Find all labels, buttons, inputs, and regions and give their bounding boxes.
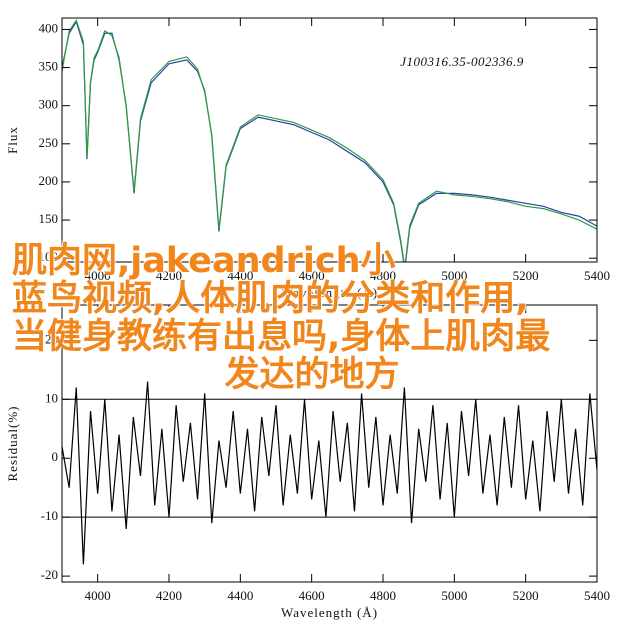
y-tick-label: 350 — [39, 59, 59, 74]
annotation: J100316.35-002336.9 — [400, 54, 524, 69]
x-tick-label: 5400 — [584, 268, 610, 283]
x-tick-label: 4800 — [370, 268, 396, 283]
caption-line: 肌肉网,jakeandrich小 — [12, 241, 396, 281]
y-tick-label: 10 — [45, 390, 58, 405]
x-tick-label: 4000 — [85, 268, 111, 283]
y-tick-label: 250 — [39, 135, 59, 150]
x-tick-label: 5000 — [441, 268, 467, 283]
x-tick-label: 4800 — [370, 588, 396, 603]
spectrum-line — [62, 18, 597, 262]
y-tick-label: 20 — [45, 331, 58, 346]
x-tick-label: 4200 — [156, 588, 182, 603]
spectrum-line — [62, 20, 597, 262]
y-axis-label: Flux — [5, 126, 20, 154]
y-tick-label: 400 — [39, 20, 59, 35]
y-tick-label: 150 — [39, 211, 59, 226]
x-tick-label: 4600 — [299, 268, 325, 283]
x-tick-label: 5000 — [441, 588, 467, 603]
x-tick-label: 5200 — [513, 268, 539, 283]
y-tick-label: 200 — [39, 173, 59, 188]
y-axis-label: Residual(%) — [5, 406, 20, 482]
y-tick-label: 100 — [39, 249, 59, 264]
y-tick-label: 0 — [52, 449, 59, 464]
x-tick-label: 4200 — [156, 268, 182, 283]
caption-line: 发达的地方 — [224, 355, 400, 395]
y-tick-label: -10 — [41, 508, 58, 523]
plot-frame — [61, 17, 598, 263]
x-tick-label: 5200 — [513, 588, 539, 603]
x-tick-label: 4400 — [227, 268, 253, 283]
y-tick-label: -20 — [41, 567, 58, 582]
x-axis-label: Wavelength (Å) — [281, 605, 378, 620]
y-tick-label: 300 — [39, 97, 59, 112]
plot-frame — [61, 304, 598, 583]
caption-line: 当健身教练有出息吗,身体上肌肉最 — [12, 317, 551, 357]
caption-overlay: 肌肉网,jakeandrich小 蓝鸟视频,人体肌肉的分类和作用, 当健身教练有出息… — [12, 242, 612, 394]
x-tick-label: 4400 — [227, 588, 253, 603]
x-tick-label: 4000 — [85, 588, 111, 603]
x-tick-label: 4600 — [299, 588, 325, 603]
caption-line: 蓝鸟视频,人体肌肉的分类和作用, — [12, 279, 529, 319]
spectrum-line — [62, 381, 597, 565]
x-tick-label: 5400 — [584, 588, 610, 603]
x-axis-label: Wavelength (Å) — [281, 285, 378, 300]
